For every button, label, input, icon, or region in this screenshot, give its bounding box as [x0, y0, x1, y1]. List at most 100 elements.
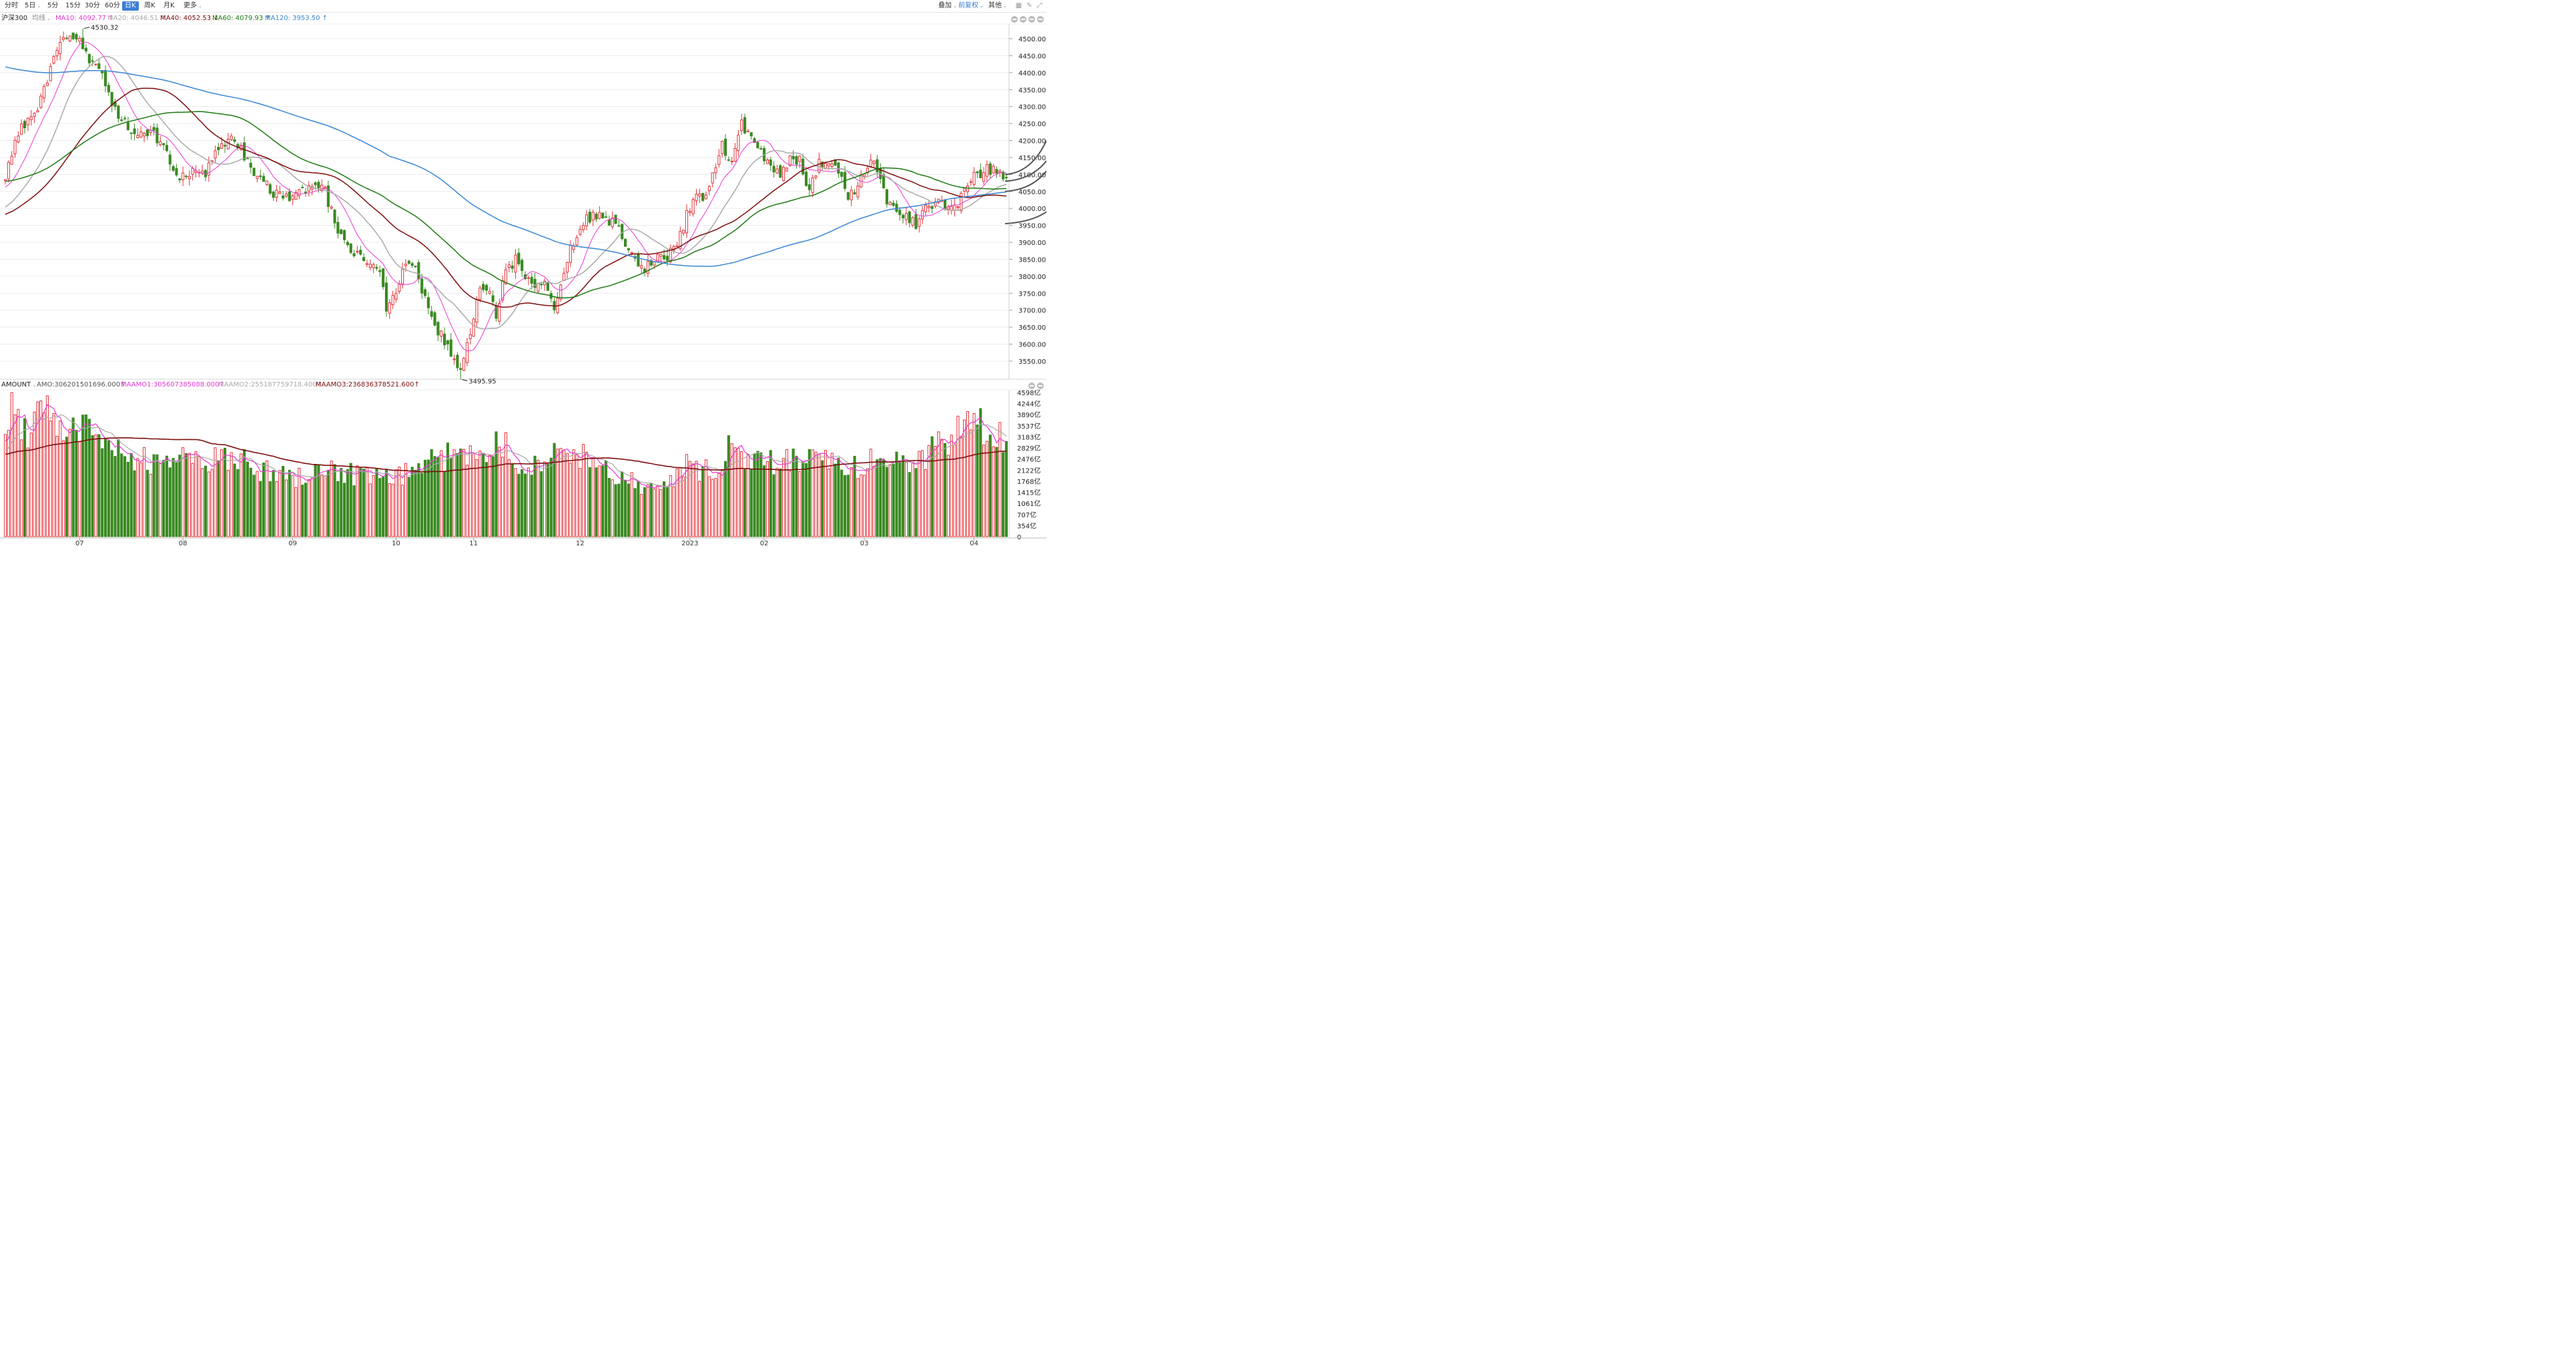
period-tab-0[interactable]: 分时 [5, 2, 18, 9]
close-icon[interactable] [1037, 382, 1044, 389]
candle-body [65, 37, 69, 39]
candle-body [162, 143, 166, 146]
candle-body [591, 212, 595, 221]
candle-body [885, 189, 889, 205]
amount-bar [804, 463, 808, 537]
candle-body [943, 200, 947, 210]
amount-bar [623, 480, 627, 537]
minimize-icon[interactable] [1011, 16, 1018, 23]
amount-bar [902, 455, 905, 537]
candle-body [1002, 172, 1005, 180]
candle-body [814, 175, 818, 178]
period-tab-5[interactable]: 60分 [105, 2, 120, 9]
amount-bar [240, 453, 243, 537]
close-icon[interactable] [1037, 16, 1044, 23]
candle-body [226, 138, 230, 150]
ma-type-select[interactable]: 均线 ⌄ [32, 15, 51, 22]
candle-body [249, 162, 252, 168]
amount-bar [388, 483, 391, 537]
candle-body [785, 168, 789, 172]
candle-body [465, 342, 469, 363]
amount-bar [707, 476, 711, 537]
candle-body [410, 263, 414, 266]
amount-bar [404, 463, 408, 537]
adjust-menu[interactable]: 前复权 ⌄ [958, 2, 984, 9]
candle-body [107, 85, 110, 93]
candle-body [207, 162, 210, 176]
candle-body [540, 284, 543, 286]
amount-axis-tick: 1415亿 [1017, 489, 1040, 497]
amount-axis-tick: 1768亿 [1017, 477, 1040, 486]
amount-bar [498, 447, 501, 537]
amount-bar [226, 470, 230, 537]
period-tab-9[interactable]: 更多 ⌄ [184, 2, 202, 9]
amount-bar [207, 471, 210, 537]
amount-bar [220, 449, 224, 537]
other-menu[interactable]: 其他 ⌄ [988, 2, 1007, 9]
period-tab-3[interactable]: 15分 [65, 2, 81, 9]
candle-body [607, 220, 611, 226]
candle-body [242, 142, 246, 161]
period-tab-8[interactable]: 月K [164, 2, 175, 9]
candle-body [436, 322, 440, 336]
amount-bar [10, 392, 13, 537]
candle-body [869, 160, 872, 167]
period-tab-4[interactable]: 30分 [85, 2, 100, 9]
candle-body [84, 47, 88, 51]
amount-bar [155, 454, 159, 537]
amount-bar [436, 457, 440, 537]
candle-body [882, 174, 886, 189]
candle-body [440, 330, 443, 337]
amount-bar [672, 486, 675, 537]
amount-bar [175, 462, 178, 537]
indicator-select[interactable]: AMOUNT ⌄ [1, 381, 37, 388]
time-axis-label: 04 [970, 540, 978, 547]
draw-icon[interactable]: ✎ [1026, 2, 1032, 9]
amo-value: AMO:306201501696.000↑ [37, 381, 126, 388]
overlay-menu[interactable]: 叠加 ⌄ [938, 2, 957, 9]
period-tab-7[interactable]: 周K [144, 2, 155, 9]
candle-body [491, 295, 495, 302]
settings-icon[interactable] [1028, 16, 1035, 23]
amount-bar [869, 449, 872, 537]
amount-bar [946, 455, 950, 537]
candle-body [294, 192, 298, 200]
amount-bar [879, 458, 882, 537]
period-tab-2[interactable]: 5分 [47, 2, 59, 9]
period-tab-1[interactable]: 5日 ⌄ [25, 2, 41, 9]
candle-body [630, 252, 633, 254]
candle-body [333, 210, 336, 224]
amount-bar [391, 483, 394, 537]
candle-body [976, 172, 979, 174]
candle-body [998, 170, 1002, 173]
proj-curve-4 [1004, 211, 1046, 225]
amount-bar [268, 481, 272, 537]
amount-axis-tick: 4244亿 [1017, 400, 1040, 409]
candle-body [569, 245, 572, 263]
candle-body [388, 302, 391, 314]
amount-bar [103, 439, 107, 537]
amount-bar [814, 451, 818, 537]
amount-bar [866, 468, 870, 537]
candle-body [284, 194, 288, 197]
candle-body [382, 268, 385, 288]
amount-bar [688, 461, 691, 537]
amount-bar [420, 473, 424, 537]
settings-icon[interactable] [1028, 382, 1035, 389]
candle-body [511, 265, 514, 269]
amount-bar [3, 434, 7, 537]
grid-icon[interactable]: ▦ [1015, 2, 1022, 9]
amount-bar [730, 443, 733, 537]
candle-body [33, 113, 36, 117]
candle-body [772, 166, 775, 173]
candle-body [902, 214, 905, 219]
zoom-in-icon[interactable] [1020, 16, 1026, 23]
candle-body [430, 311, 433, 317]
period-tab-6[interactable]: 日K [122, 1, 139, 11]
chart-canvas[interactable]: 4500.00 4450.00 4400.00 4350.00 4300.00 4250.… [0, 0, 1046, 549]
amount-bar [559, 448, 563, 537]
fullscreen-icon[interactable]: ⤢ [1036, 2, 1042, 9]
amount-bar [1002, 452, 1005, 537]
amount-bar [81, 415, 85, 537]
candle-body [821, 162, 824, 168]
